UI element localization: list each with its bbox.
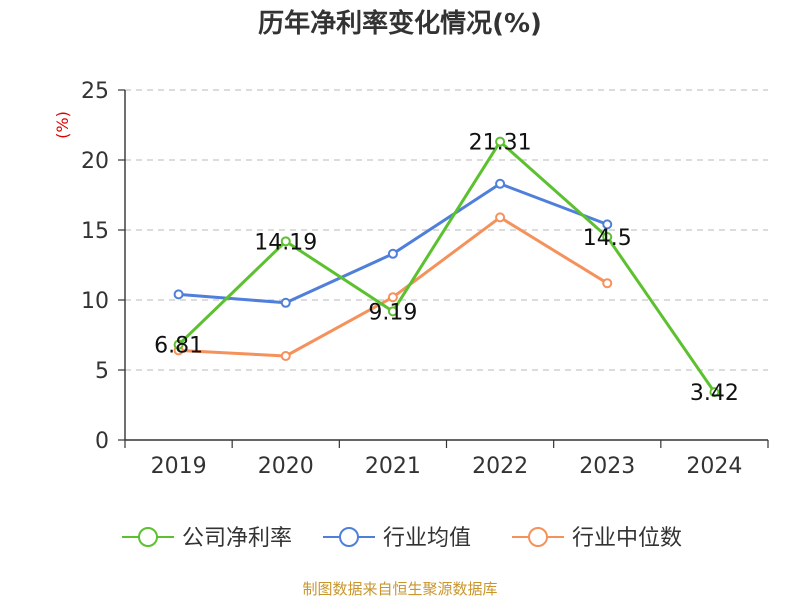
legend-label: 行业均值 (383, 526, 471, 551)
y-tick-label: 25 (81, 79, 109, 104)
y-tick-label: 5 (95, 359, 109, 384)
series-point (387, 248, 398, 259)
y-tick-label: 20 (81, 149, 109, 174)
y-tick-label: 10 (81, 289, 109, 314)
series-point (173, 339, 184, 350)
series-point (602, 278, 613, 289)
legend-label: 行业中位数 (572, 526, 682, 551)
series-point (280, 297, 291, 308)
axes: 0 5 10 15 20 25 2019 2020 2021 2022 2023 2024 (81, 79, 769, 479)
series-point (495, 212, 506, 223)
series-point (387, 306, 398, 317)
series-point (173, 289, 184, 300)
series-point (495, 136, 506, 147)
x-tick-label: 2019 (151, 454, 207, 479)
series-point (387, 292, 398, 303)
y-tick-label: 15 (81, 219, 109, 244)
series-point (602, 219, 613, 230)
x-tick-label: 2023 (579, 454, 635, 479)
data-label: 14.19 (254, 230, 317, 255)
legend-marker (528, 527, 548, 547)
series-point (709, 387, 720, 398)
series-line (177, 140, 716, 393)
y-unit-label: (%) (53, 111, 72, 139)
series-point (280, 236, 291, 247)
series-line (178, 215, 609, 358)
series-layer (173, 136, 720, 398)
data-label: 14.5 (583, 226, 632, 251)
data-labels: 6.81 14.19 9.19 21.31 14.5 3.42 (154, 131, 739, 406)
legend-marker (138, 527, 158, 547)
x-tick-label: 2020 (258, 454, 314, 479)
series-point (280, 351, 291, 361)
legend-label: 公司净利率 (182, 526, 292, 551)
legend-marker (339, 527, 359, 547)
data-label: 9.19 (368, 300, 417, 325)
x-tick-label: 2021 (365, 454, 421, 479)
data-label: 21.31 (469, 131, 532, 156)
data-label: 6.81 (154, 334, 203, 359)
x-tick-label: 2022 (472, 454, 528, 479)
y-tick-label: 0 (95, 429, 109, 454)
data-label: 3.42 (690, 381, 739, 406)
x-tick-label: 2024 (686, 454, 742, 479)
series-point (602, 232, 613, 242)
source-note: 制图数据来自恒生聚源数据库 (302, 580, 497, 598)
chart-title: 历年净利率变化情况(%) (258, 8, 542, 39)
series-point (495, 178, 506, 189)
gridlines (125, 89, 768, 371)
legend: 公司净利率 行业均值 行业中位数 (122, 526, 682, 551)
